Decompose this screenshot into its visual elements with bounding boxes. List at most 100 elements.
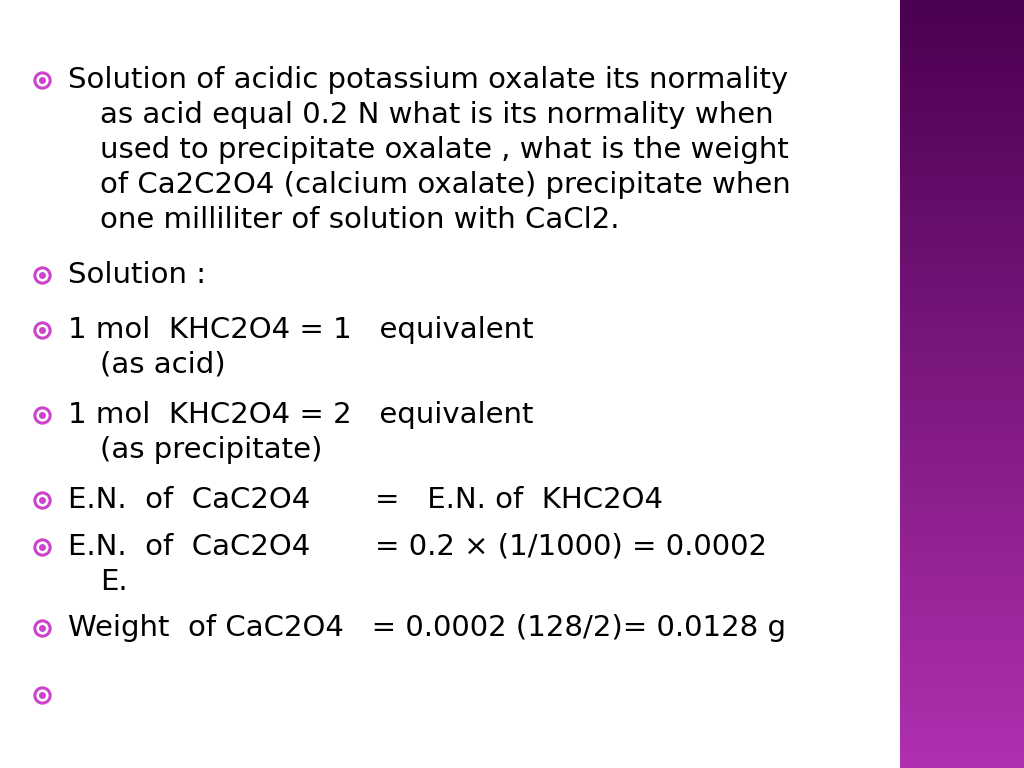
Bar (900, 36, 1024, 38)
Bar (900, 48, 1024, 51)
Bar (900, 310, 1024, 313)
Bar (900, 650, 1024, 653)
Bar (900, 724, 1024, 727)
Bar (900, 717, 1024, 720)
Bar (900, 497, 1024, 499)
Bar (900, 323, 1024, 325)
Bar (900, 305, 1024, 307)
Bar (900, 432, 1024, 435)
Bar (900, 694, 1024, 697)
Bar (900, 417, 1024, 420)
Bar (900, 737, 1024, 740)
Bar (900, 482, 1024, 484)
Bar (900, 766, 1024, 768)
Bar (900, 522, 1024, 525)
Bar (900, 425, 1024, 428)
Bar (900, 238, 1024, 240)
Bar (900, 197, 1024, 200)
Bar (900, 274, 1024, 276)
Bar (900, 535, 1024, 538)
Bar (900, 133, 1024, 136)
Bar (900, 202, 1024, 205)
Bar (900, 338, 1024, 340)
Bar (900, 164, 1024, 167)
Bar (900, 627, 1024, 630)
Bar (900, 674, 1024, 676)
Bar (900, 167, 1024, 169)
Bar (900, 261, 1024, 263)
Bar (900, 79, 1024, 82)
Bar (900, 489, 1024, 492)
Bar (900, 315, 1024, 317)
Bar (900, 492, 1024, 494)
Text: (as acid): (as acid) (100, 351, 225, 379)
Bar (900, 161, 1024, 164)
Bar (900, 640, 1024, 643)
Bar (900, 187, 1024, 190)
Bar (900, 484, 1024, 486)
Bar (900, 553, 1024, 555)
Bar (900, 105, 1024, 108)
Bar (900, 530, 1024, 532)
Bar (900, 499, 1024, 502)
Bar (900, 151, 1024, 154)
Bar (900, 735, 1024, 737)
Bar (900, 732, 1024, 735)
Text: 1 mol  KHC2O4 = 2   equivalent: 1 mol KHC2O4 = 2 equivalent (68, 401, 534, 429)
Bar (900, 415, 1024, 417)
Bar (900, 435, 1024, 438)
Bar (900, 455, 1024, 458)
Bar (900, 584, 1024, 586)
Bar (900, 346, 1024, 348)
Bar (900, 379, 1024, 382)
Bar (900, 363, 1024, 366)
Bar (900, 276, 1024, 279)
Bar (900, 77, 1024, 79)
Bar (900, 670, 1024, 674)
Bar (900, 121, 1024, 123)
Bar (900, 131, 1024, 133)
Bar (900, 369, 1024, 371)
Bar (900, 463, 1024, 466)
Bar (900, 727, 1024, 730)
Bar (900, 359, 1024, 361)
Bar (900, 128, 1024, 131)
Bar (900, 286, 1024, 290)
Bar (900, 351, 1024, 353)
Bar (900, 758, 1024, 760)
Bar (900, 84, 1024, 87)
Bar (900, 468, 1024, 471)
Bar (900, 92, 1024, 94)
Bar (900, 102, 1024, 105)
Bar (900, 760, 1024, 763)
Bar (900, 622, 1024, 624)
Bar (900, 192, 1024, 194)
Bar (900, 532, 1024, 535)
Bar (900, 612, 1024, 614)
Bar (900, 525, 1024, 528)
Bar (900, 259, 1024, 261)
Bar (900, 179, 1024, 182)
Bar (900, 69, 1024, 71)
Bar (900, 333, 1024, 336)
Bar (900, 730, 1024, 732)
Bar (900, 392, 1024, 394)
Bar (900, 645, 1024, 647)
Bar (900, 113, 1024, 115)
Bar (900, 543, 1024, 545)
Bar (900, 302, 1024, 305)
Bar (900, 269, 1024, 271)
Bar (900, 366, 1024, 369)
Bar (900, 313, 1024, 315)
Bar (900, 243, 1024, 246)
Bar (900, 397, 1024, 399)
Bar (900, 118, 1024, 121)
Bar (900, 394, 1024, 397)
Bar (900, 568, 1024, 571)
Bar (900, 635, 1024, 637)
Bar (900, 115, 1024, 118)
Bar (900, 15, 1024, 18)
Bar (900, 246, 1024, 248)
Bar (900, 263, 1024, 266)
Bar (900, 282, 1024, 284)
